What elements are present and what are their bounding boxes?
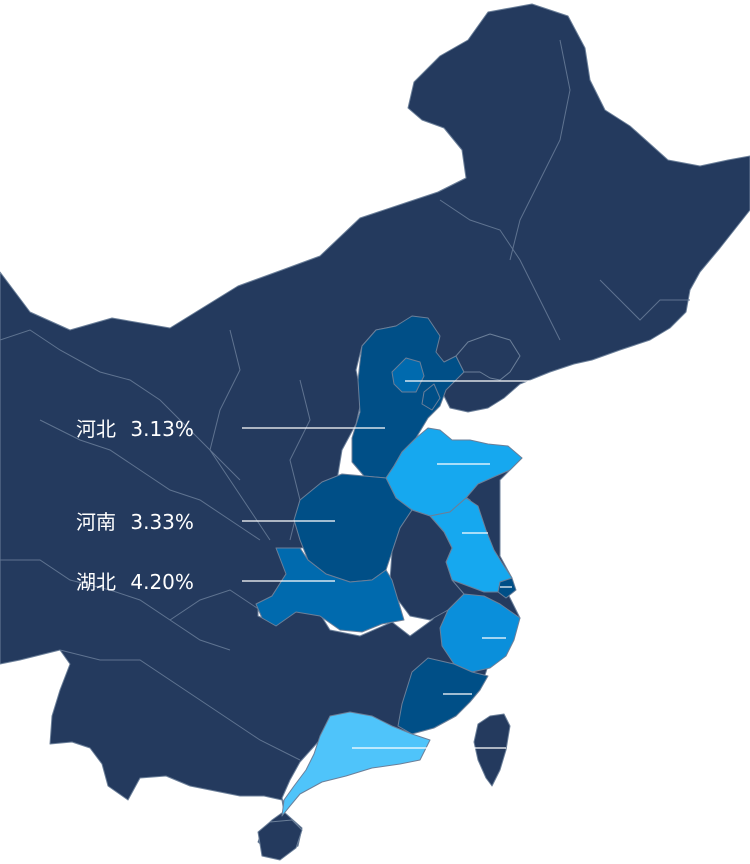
taiwan-region[interactable]: [473, 713, 511, 787]
region-liaoning[interactable]: [455, 333, 521, 381]
internal-borders: [0, 39, 690, 761]
region-beijing[interactable]: [391, 357, 425, 393]
region-guangdong[interactable]: [281, 711, 431, 817]
label-hebei: 河北 3.13%: [76, 417, 194, 441]
hainan-region[interactable]: [257, 819, 303, 861]
label-henan-province: 河南: [76, 510, 116, 534]
region-shanghai[interactable]: [497, 577, 517, 599]
label-hebei-province: 河北: [76, 417, 116, 441]
region-fujian[interactable]: [397, 657, 489, 735]
label-hubei: 湖北 4.20%: [76, 570, 194, 594]
leader-lines: [242, 380, 548, 749]
region-hebei[interactable]: [351, 315, 465, 479]
label-hubei-province: 湖北: [76, 570, 116, 594]
region-zhejiang[interactable]: [439, 593, 521, 673]
label-hebei-value: 3.13%: [130, 417, 194, 441]
label-hubei-value: 4.20%: [130, 570, 194, 594]
region-tianjin[interactable]: [421, 383, 441, 411]
region-anhui[interactable]: [389, 509, 465, 621]
label-henan: 河南 3.33%: [76, 510, 194, 534]
province-labels: 河北 3.13% 河南 3.33% 湖北 4.20%: [76, 417, 194, 594]
label-henan-value: 3.33%: [130, 510, 194, 534]
region-hubei[interactable]: [255, 547, 405, 633]
